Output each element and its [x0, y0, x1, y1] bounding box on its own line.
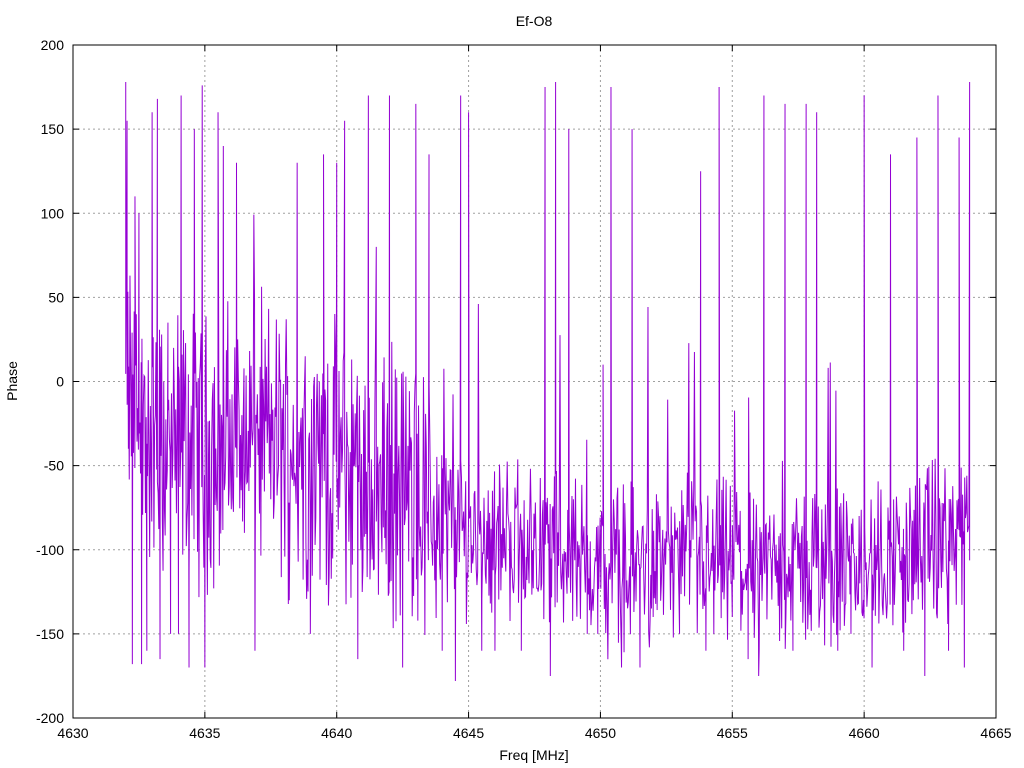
y-tick-label: 200 — [41, 37, 65, 53]
y-tick-label: -50 — [44, 458, 64, 474]
x-tick-label: 4645 — [453, 725, 484, 741]
y-tick-label: 0 — [56, 374, 64, 390]
chart-title: Ef-O8 — [516, 13, 553, 29]
grid-lines — [73, 45, 996, 718]
x-tick-label: 4650 — [585, 725, 616, 741]
plot-area — [125, 82, 971, 681]
x-tick-labels: 4630 4635 4640 4645 4650 4655 4660 4665 — [57, 725, 1011, 741]
x-tick-label: 4630 — [57, 725, 88, 741]
x-tick-label: 4660 — [849, 725, 880, 741]
y-tick-label: -100 — [36, 542, 64, 558]
y-tick-label: 50 — [48, 289, 64, 305]
phase-series-line — [125, 82, 971, 681]
y-tick-label: -200 — [36, 710, 64, 726]
x-tick-label: 4640 — [321, 725, 352, 741]
y-axis-label: Phase — [4, 361, 20, 401]
x-tick-label: 4665 — [980, 725, 1011, 741]
x-tick-label: 4635 — [189, 725, 220, 741]
y-tick-label: -150 — [36, 626, 64, 642]
x-tick-label: 4655 — [717, 725, 748, 741]
x-axis-label: Freq [MHz] — [499, 747, 568, 763]
y-tick-label: 100 — [41, 205, 65, 221]
y-tick-label: 150 — [41, 121, 65, 137]
axis-ticks — [72, 44, 997, 719]
y-tick-labels: 200 150 100 50 0 -50 -100 -150 -200 — [36, 37, 64, 726]
